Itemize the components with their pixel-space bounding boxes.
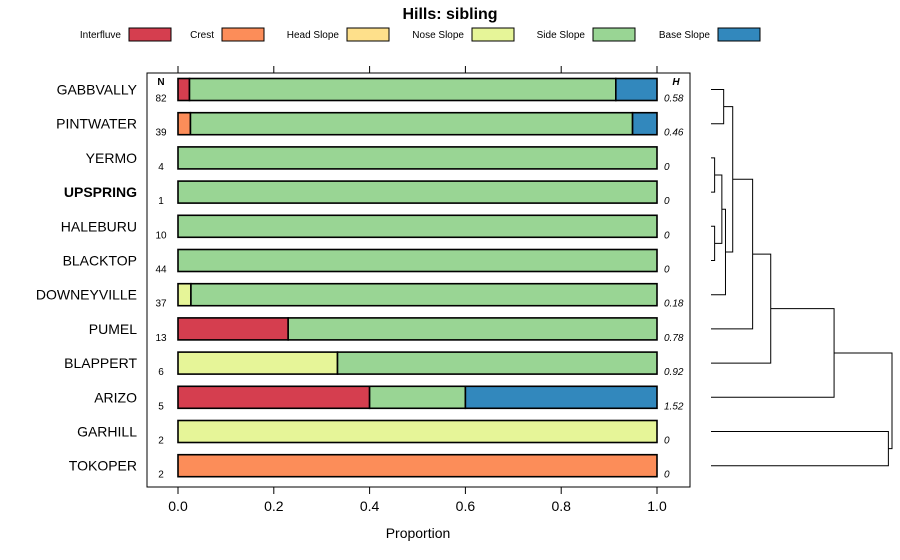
row-label-yermo: YERMO [86, 150, 137, 166]
legend-label-interfluve: Interfluve [80, 30, 122, 41]
row-h-garhill: 0 [664, 436, 670, 447]
legend: Interfluve Crest Head Slope Nose Slope Side … [80, 27, 761, 42]
row-h-upspring: 0 [664, 196, 670, 207]
row-n-upspring: 1 [158, 196, 164, 207]
dendrogram-branch-1 [711, 157, 716, 193]
legend-swatch-nose-slope [471, 27, 515, 42]
row-n-pintwater: 39 [155, 128, 167, 139]
bar-segment-haleburu-side-slope [177, 214, 658, 239]
row-n-pumel: 13 [155, 333, 167, 344]
row-n-yermo: 4 [158, 162, 164, 173]
bar-segment-blacktop-side-slope [177, 248, 658, 273]
dendrogram-branch-3 [714, 174, 723, 244]
bar-segment-pintwater-base-slope [631, 111, 658, 136]
bar-rows: GABBVALLY 82 0.58 PINTWATER 39 0.46 YERMO 4 0 UPS… [36, 77, 684, 481]
row-label-garhill: GARHILL [77, 424, 137, 440]
chart-title: Hills: sibling [402, 6, 497, 23]
row-h-yermo: 0 [664, 162, 670, 173]
row-h-blacktop: 0 [664, 265, 670, 276]
legend-label-base-slope: Base Slope [659, 30, 711, 41]
row-label-upspring: UPSPRING [64, 184, 137, 200]
x-axis-label: Proportion [386, 525, 451, 541]
dendrogram-branch-4 [711, 208, 726, 296]
dendrogram-branch-10 [834, 352, 893, 450]
row-h-downeyville: 0.18 [664, 299, 684, 310]
row-label-tokoper: TOKOPER [69, 458, 137, 474]
legend-swatch-base-slope [717, 27, 761, 42]
x-tick-label-3: 0.6 [456, 498, 476, 514]
plot-panel [146, 72, 691, 488]
bar-segment-downeyville-side-slope [190, 282, 658, 307]
row-h-arizo: 1.52 [664, 401, 684, 412]
bar-segment-upspring-side-slope [177, 180, 658, 204]
row-h-gabbvally: 0.58 [664, 94, 684, 105]
bar-segment-blappert-nose-slope [177, 351, 339, 375]
row-n-blacktop: 44 [155, 265, 167, 276]
row-h-haleburu: 0 [664, 230, 670, 241]
bar-segment-pumel-interfluve [177, 317, 289, 341]
legend-label-head-slope: Head Slope [287, 30, 340, 41]
bar-segment-arizo-side-slope [368, 385, 467, 410]
row-label-gabbvally: GABBVALLY [57, 82, 138, 98]
x-axis: 0.0 0.2 0.4 0.6 0.8 1.0 [168, 66, 667, 514]
bar-segment-pumel-side-slope [287, 317, 658, 341]
bar-segment-gabbvally-interfluve [177, 77, 191, 102]
bar-segment-gabbvally-base-slope [615, 77, 658, 102]
legend-label-side-slope: Side Slope [537, 30, 586, 41]
dendrogram-branch-0 [711, 89, 725, 125]
h-column-header: H [672, 77, 680, 88]
legend-swatch-side-slope [592, 27, 636, 42]
bar-segment-pintwater-side-slope [189, 111, 634, 136]
legend-swatch-head-slope [346, 27, 390, 42]
x-tick-label-0: 0.0 [168, 498, 188, 514]
bar-segment-arizo-base-slope [464, 385, 658, 410]
row-h-pumel: 0.78 [664, 333, 684, 344]
row-n-blappert: 6 [158, 367, 164, 378]
row-n-downeyville: 37 [155, 299, 167, 310]
bar-segment-gabbvally-side-slope [188, 77, 617, 102]
bar-segment-pintwater-crest [177, 111, 192, 136]
legend-swatch-crest [221, 27, 265, 42]
row-label-pintwater: PINTWATER [56, 116, 137, 132]
legend-label-crest: Crest [190, 30, 214, 41]
row-h-pintwater: 0.46 [664, 128, 684, 139]
row-h-tokoper: 0 [664, 470, 670, 481]
bar-segment-arizo-interfluve [177, 385, 371, 410]
bar-segment-yermo-side-slope [177, 146, 658, 170]
bar-segment-tokoper-crest [177, 453, 658, 478]
legend-swatch-interfluve [128, 27, 172, 42]
row-label-blacktop: BLACKTOP [63, 253, 137, 269]
bar-segment-blappert-side-slope [336, 351, 658, 375]
row-n-tokoper: 2 [158, 470, 164, 481]
n-column-header: N [157, 77, 164, 88]
dendrogram-branch-2 [711, 225, 716, 261]
legend-label-nose-slope: Nose Slope [412, 30, 464, 41]
x-tick-label-5: 1.0 [647, 498, 667, 514]
x-tick-label-4: 0.8 [551, 498, 571, 514]
row-label-downeyville: DOWNEYVILLE [36, 287, 137, 303]
row-label-haleburu: HALEBURU [61, 218, 137, 234]
bar-segment-downeyville-nose-slope [177, 282, 192, 307]
x-tick-label-2: 0.4 [360, 498, 380, 514]
row-label-arizo: ARIZO [94, 389, 137, 405]
dendrogram-branch-9 [711, 431, 889, 467]
dendrogram [711, 89, 893, 467]
dendrogram-branch-7 [711, 253, 772, 364]
row-h-blappert: 0.92 [664, 367, 684, 378]
bar-segment-garhill-nose-slope [177, 419, 658, 444]
row-n-garhill: 2 [158, 436, 164, 447]
row-label-blappert: BLAPPERT [64, 355, 137, 371]
row-n-gabbvally: 82 [155, 94, 167, 105]
row-n-haleburu: 10 [155, 230, 167, 241]
row-n-arizo: 5 [158, 401, 164, 412]
dendrogram-branch-6 [711, 178, 754, 330]
x-tick-label-1: 0.2 [264, 498, 284, 514]
dendrogram-branch-8 [711, 308, 835, 398]
row-label-pumel: PUMEL [89, 321, 137, 337]
